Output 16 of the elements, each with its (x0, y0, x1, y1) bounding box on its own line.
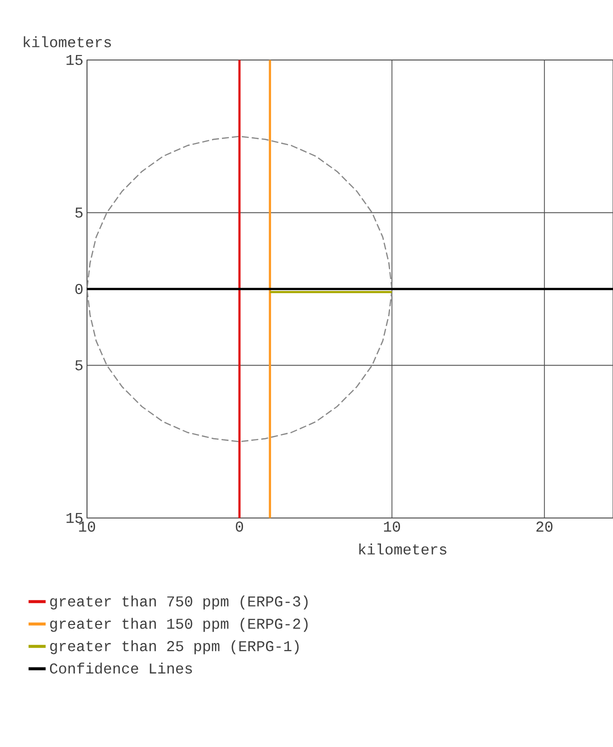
y-tick-label: 0 (75, 284, 83, 294)
x-tick-label: 10 (384, 522, 400, 532)
y-tick-label: 15 (66, 54, 83, 66)
line-series (86, 136, 393, 442)
legend-label: greater than 750 ppm (ERPG-3) (50, 595, 308, 610)
legend-label: greater than 150 ppm (ERPG-2) (50, 618, 308, 632)
y-tick-label: 5 (75, 360, 83, 370)
x-axis-title: kilometers (359, 544, 446, 555)
x-tick-label: 10 (79, 522, 96, 532)
y-tick-label: 15 (66, 512, 83, 524)
x-tick-label: 0 (236, 522, 244, 532)
legend-label: greater than 25 ppm (ERPG-1) (50, 640, 299, 654)
x-tick-label: 20 (536, 522, 552, 532)
y-axis-title: kilometers (24, 36, 111, 48)
y-tick-label: 5 (75, 208, 83, 218)
legend-label: Confidence Lines (50, 662, 192, 674)
